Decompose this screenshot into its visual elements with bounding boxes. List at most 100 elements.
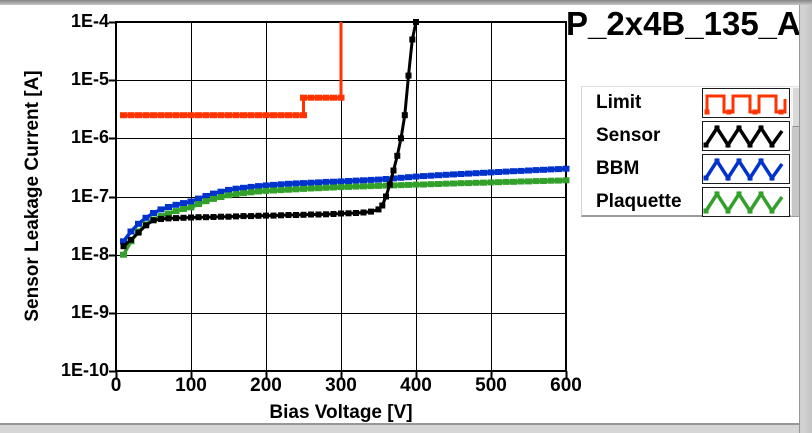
data-point-marker — [270, 212, 277, 219]
data-point-marker — [368, 208, 374, 215]
data-point-marker — [330, 184, 337, 191]
series-sensor — [120, 19, 419, 250]
data-point-marker — [517, 167, 525, 174]
data-point-marker — [307, 179, 315, 186]
data-point-marker — [247, 189, 255, 196]
y-tick-label: 1E-8 — [70, 243, 109, 264]
x-tick-label: 100 — [175, 375, 207, 396]
data-point-marker — [532, 178, 540, 185]
data-point-marker — [262, 187, 270, 194]
data-point-marker — [375, 206, 382, 213]
data-point-marker — [210, 195, 217, 202]
data-point-marker — [142, 214, 150, 221]
data-point-marker — [487, 169, 495, 176]
data-point-marker — [300, 185, 307, 192]
y-axis-title: Sensor Leakage Current [A] — [22, 70, 43, 322]
data-point-marker — [315, 179, 322, 186]
data-point-marker — [379, 202, 386, 209]
data-point-marker — [480, 169, 487, 176]
data-point-marker — [307, 94, 315, 101]
legend-item-sensor[interactable]: Sensor — [582, 121, 790, 151]
data-point-marker — [277, 112, 285, 119]
x-tick-label: 0 — [110, 375, 122, 396]
data-point-marker — [386, 181, 393, 188]
square-wave-icon — [704, 94, 787, 115]
data-point-marker — [487, 179, 495, 186]
data-point-marker — [427, 181, 435, 188]
data-point-marker — [270, 112, 277, 119]
data-point-marker — [173, 215, 179, 222]
data-point-marker — [225, 192, 232, 199]
data-point-marker — [135, 220, 142, 227]
plot-title: P_2x4B_135_A — [566, 5, 801, 42]
series-limit — [120, 22, 345, 119]
data-point-marker — [450, 171, 457, 178]
data-point-marker — [382, 176, 390, 182]
data-point-marker — [165, 210, 172, 217]
data-point-marker — [150, 112, 157, 119]
data-point-marker — [540, 178, 547, 184]
data-point-marker — [532, 167, 540, 174]
legend-item-bbm[interactable]: BBM — [582, 154, 790, 184]
legend-plot-style-box[interactable] — [702, 187, 790, 217]
data-point-marker — [135, 112, 142, 119]
data-point-marker — [435, 181, 442, 187]
data-point-marker — [247, 112, 255, 119]
data-point-marker — [495, 179, 502, 186]
data-point-marker — [143, 222, 149, 229]
data-point-marker — [187, 198, 195, 205]
data-point-marker — [540, 166, 547, 173]
x-tick-label: 500 — [475, 375, 507, 396]
data-point-marker — [187, 112, 195, 119]
legend-plot-style-box[interactable] — [702, 154, 790, 184]
data-point-marker — [442, 180, 450, 187]
data-point-marker — [457, 171, 465, 177]
data-point-marker — [135, 229, 142, 236]
data-point-marker — [442, 171, 450, 178]
data-point-marker — [203, 214, 209, 221]
data-point-marker — [315, 94, 322, 101]
data-point-marker — [158, 216, 164, 222]
data-point-marker — [127, 112, 135, 119]
data-point-marker — [562, 165, 570, 172]
data-point-marker — [180, 200, 187, 207]
legend-plot-style-box[interactable] — [702, 121, 790, 151]
data-point-marker — [293, 212, 299, 218]
x-tick-label: 400 — [400, 375, 432, 396]
data-point-marker — [120, 238, 127, 245]
data-point-marker — [120, 112, 127, 119]
data-point-marker — [217, 112, 225, 119]
data-point-marker — [555, 166, 562, 173]
y-tick-label: 1E-9 — [70, 301, 109, 322]
data-point-marker — [300, 180, 307, 187]
data-point-marker — [180, 214, 187, 221]
data-point-marker — [547, 177, 555, 184]
data-point-marker — [547, 166, 555, 173]
data-point-marker — [255, 183, 262, 190]
data-point-marker — [292, 112, 300, 119]
data-point-marker — [382, 182, 390, 189]
data-point-marker — [292, 180, 300, 187]
data-point-marker — [367, 176, 375, 183]
legend-item-limit[interactable]: Limit — [582, 88, 790, 118]
legend-plot-style-box[interactable] — [702, 88, 790, 118]
legend-item-plaquette[interactable]: Plaquette — [582, 187, 790, 217]
data-point-marker — [525, 178, 532, 185]
data-point-marker — [188, 214, 194, 221]
data-point-marker — [240, 213, 247, 220]
data-point-marker — [323, 211, 329, 218]
data-point-marker — [502, 168, 510, 175]
x-axis-title: Bias Voltage [V] — [269, 402, 413, 423]
data-point-marker — [322, 178, 330, 185]
data-point-marker — [502, 178, 510, 185]
data-point-marker — [457, 180, 465, 187]
data-point-marker — [277, 187, 285, 194]
data-point-marker — [225, 112, 232, 119]
data-point-marker — [255, 212, 262, 219]
data-point-marker — [345, 210, 352, 217]
data-point-marker — [232, 191, 240, 198]
data-point-marker — [330, 94, 337, 101]
data-point-marker — [390, 167, 397, 174]
data-point-marker — [352, 177, 360, 184]
